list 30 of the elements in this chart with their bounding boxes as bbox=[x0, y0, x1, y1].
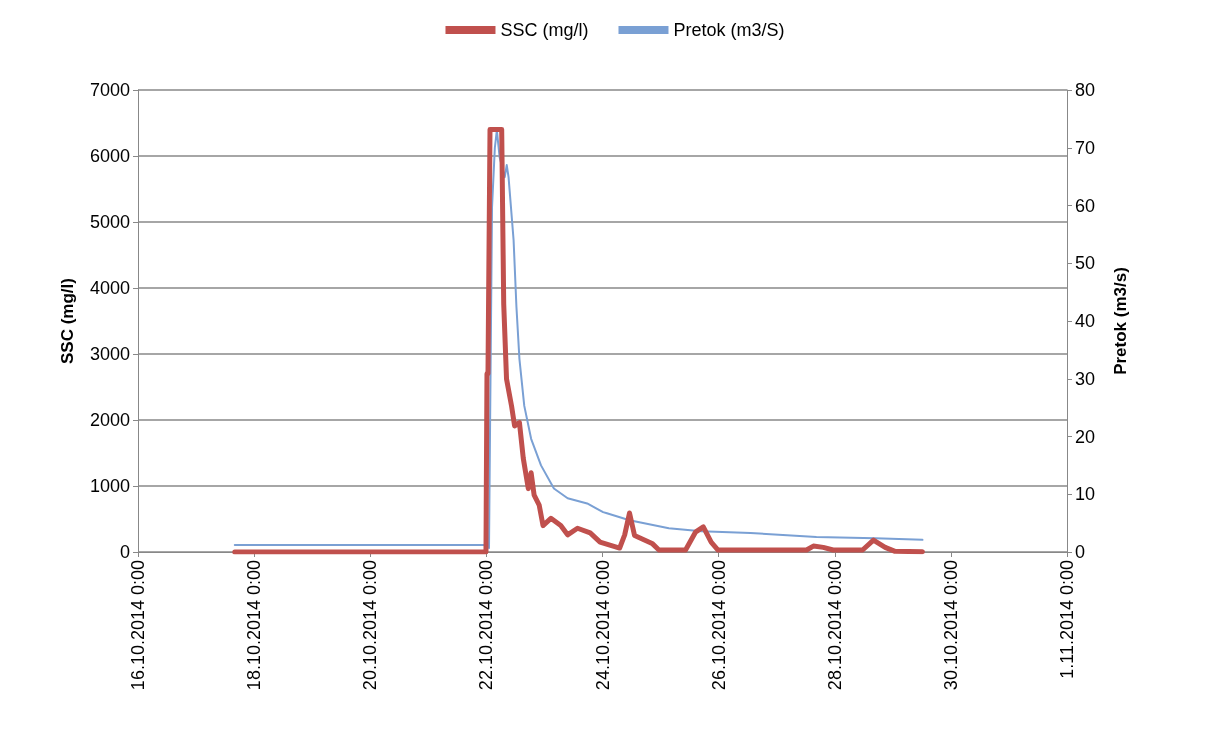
y2-tick-label: 0 bbox=[1075, 542, 1086, 562]
x-tick-label: 18.10.2014 0:00 bbox=[244, 560, 265, 691]
y-tick-label: 4000 bbox=[89, 278, 130, 298]
x-tick-label: 16.10.2014 0:00 bbox=[128, 560, 148, 691]
y-axis-title: SSC (mg/l) bbox=[58, 278, 77, 364]
legend-label: Pretok (m3/S) bbox=[673, 20, 785, 40]
x-tick-label: 1.11.2014 0:00 bbox=[1057, 560, 1077, 679]
y2-axis-title: Pretok (m3/s) bbox=[1111, 267, 1130, 375]
y-tick-label: 0 bbox=[119, 542, 130, 562]
x-tick-label: 22.10.2014 0:00 bbox=[476, 560, 497, 691]
y-tick-label: 5000 bbox=[89, 212, 130, 232]
legend-label: SSC (mg/l) bbox=[500, 20, 589, 40]
y2-tick-label: 80 bbox=[1075, 80, 1096, 100]
y2-tick-label: 30 bbox=[1075, 368, 1096, 389]
y-tick-label: 2000 bbox=[89, 410, 130, 430]
x-tick-label: 24.10.2014 0:00 bbox=[592, 560, 613, 691]
x-tick-label: 20.10.2014 0:00 bbox=[360, 560, 381, 691]
y-tick-label: 1000 bbox=[89, 476, 130, 496]
y2-tick-label: 10 bbox=[1075, 484, 1096, 505]
y2-tick-label: 40 bbox=[1075, 311, 1096, 331]
y-tick-label: 7000 bbox=[89, 80, 130, 100]
y2-tick-label: 70 bbox=[1075, 137, 1096, 158]
x-tick-label: 26.10.2014 0:00 bbox=[708, 560, 729, 691]
x-tick-label: 28.10.2014 0:00 bbox=[824, 560, 845, 691]
y2-tick-label: 60 bbox=[1075, 195, 1096, 216]
y2-tick-label: 50 bbox=[1075, 253, 1096, 274]
y-tick-label: 6000 bbox=[89, 146, 130, 166]
y-tick-label: 3000 bbox=[89, 344, 130, 364]
y2-tick-label: 20 bbox=[1075, 426, 1096, 447]
x-tick-label: 30.10.2014 0:00 bbox=[940, 560, 961, 691]
